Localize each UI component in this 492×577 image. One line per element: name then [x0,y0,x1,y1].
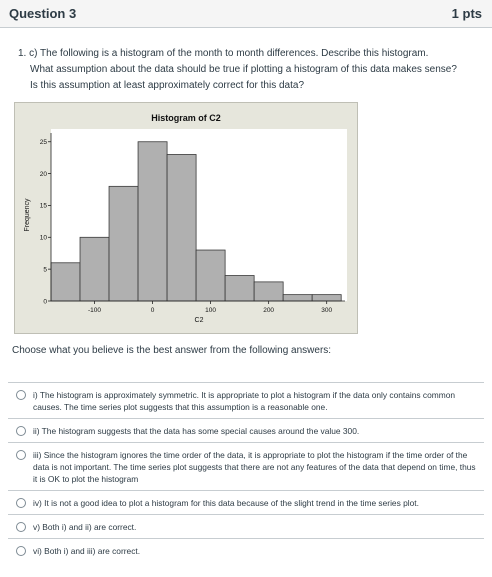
answer-label: iii) Since the histogram ignores the tim… [33,450,476,484]
question-text-line: What assumption about the data should be… [30,64,457,75]
answer-label: i) The histogram is approximately symmet… [33,390,456,412]
histogram-bar [50,262,81,302]
histogram-chart: Histogram of C2 0 5 10 15 20 25 -100 0 100 200 300… [24,113,347,324]
histogram-bar [79,236,110,302]
answer-option-2[interactable]: ii) The histogram suggests that the data… [8,418,484,442]
y-tick-label: 10 [40,235,48,242]
y-tick-label: 0 [43,298,47,305]
question-points: 1 pts [451,6,482,21]
answer-option-5[interactable]: v) Both i) and ii) are correct. [8,514,484,538]
y-axis-label: Frequency [24,198,31,232]
x-tick-label: 0 [151,307,155,314]
x-tick-label: 200 [263,307,274,314]
y-tick-label: 20 [40,171,48,178]
y-tick-label: 5 [43,266,47,273]
answer-label: ii) The histogram suggests that the data… [33,426,360,436]
histogram-figure: Histogram of C2 0 5 10 15 20 25 -100 0 100 200 300… [14,102,358,334]
answer-option-4[interactable]: iv) It is not a good idea to plot a hist… [8,490,484,514]
answer-option-3[interactable]: iii) Since the histogram ignores the tim… [8,442,484,490]
x-axis-label: C2 [195,317,204,324]
answer-option-6[interactable]: vi) Both i) and iii) are correct. [8,538,484,562]
y-tick-label: 25 [40,139,48,146]
radio-button[interactable] [16,426,26,436]
chart-title: Histogram of C2 [151,113,221,123]
radio-button[interactable] [16,450,26,460]
histogram-bar [137,141,168,302]
radio-button[interactable] [16,390,26,400]
y-tick-label: 15 [40,203,48,210]
histogram-bar [195,249,226,302]
question-text-line: 1. c) The following is a histogram of th… [18,48,429,59]
radio-button[interactable] [16,498,26,508]
question-header: Question 3 1 pts [0,0,492,28]
x-tick-label: 300 [321,307,332,314]
question-text-line: Is this assumption at least approximatel… [30,80,305,91]
histogram-bar [166,154,197,302]
histogram-bar [224,275,255,302]
radio-button[interactable] [16,546,26,556]
histogram-bar [311,294,342,302]
question-title: Question 3 [9,6,77,21]
question-text: 1. c) The following is a histogram of th… [18,46,488,94]
histogram-bar [253,281,284,302]
answer-prompt: Choose what you believe is the best answ… [12,345,332,356]
answer-label: iv) It is not a good idea to plot a hist… [33,498,419,508]
answer-label: v) Both i) and ii) are correct. [33,522,137,532]
histogram-bar [108,185,139,302]
radio-button[interactable] [16,522,26,532]
answer-option-1[interactable]: i) The histogram is approximately symmet… [8,382,484,418]
x-tick-label: 100 [205,307,216,314]
x-tick-label: -100 [88,307,101,314]
answer-list: i) The histogram is approximately symmet… [8,382,484,562]
histogram-bar [282,294,313,302]
answer-label: vi) Both i) and iii) are correct. [33,546,141,556]
